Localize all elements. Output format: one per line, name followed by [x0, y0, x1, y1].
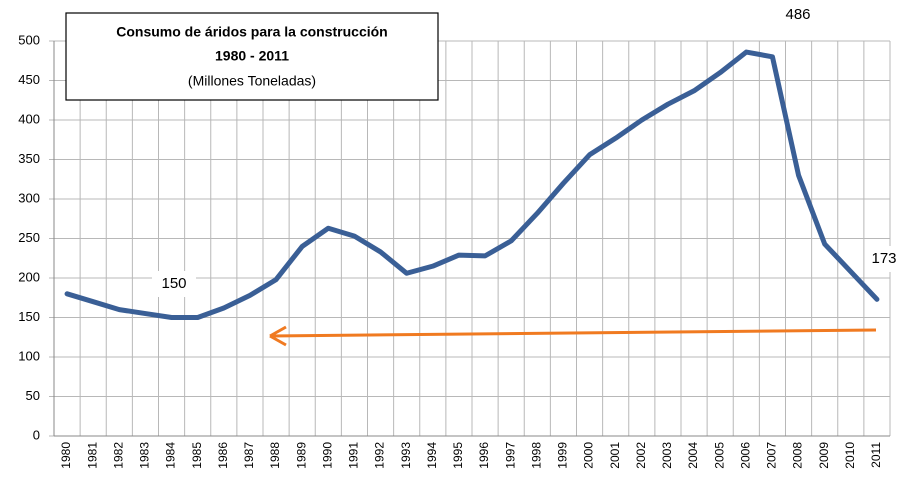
units-label: (Millones Toneladas) [188, 73, 316, 89]
annotation: 486 [785, 6, 810, 23]
title-box [65, 12, 439, 101]
arrow-head [269, 325, 287, 347]
x-tick-label: 1984 [164, 442, 178, 469]
x-tick-label: 2004 [686, 442, 700, 469]
x-tick-label: 1982 [111, 442, 125, 469]
x-tick-label: 1988 [268, 442, 282, 469]
y-tick-label: 400 [18, 111, 40, 126]
x-tick-label: 1985 [190, 442, 204, 469]
arrow [269, 328, 877, 338]
x-tick-label: 1993 [399, 442, 413, 469]
x-tick-label: 2007 [765, 442, 779, 469]
x-tick-label: 1990 [320, 442, 334, 469]
x-tick-label: 1995 [451, 442, 465, 469]
x-tick-label: 1997 [503, 442, 517, 469]
y-tick-label: 100 [18, 348, 40, 363]
annotation: 173 [871, 250, 896, 267]
x-tick-label: 1987 [242, 442, 256, 469]
x-tick-label: 1992 [373, 442, 387, 469]
x-tick-label: 2005 [712, 442, 726, 469]
y-tick-label: 500 [18, 32, 40, 47]
y-tick-label: 450 [18, 72, 40, 87]
x-tick-label: 2011 [869, 442, 883, 468]
x-tick-label: 2008 [791, 442, 805, 469]
x-tick-label: 1996 [477, 442, 491, 469]
x-tick-label: 2010 [843, 442, 857, 469]
data-line [64, 49, 880, 320]
x-tick-label: 1981 [85, 442, 99, 469]
y-tick-label: 50 [26, 388, 40, 403]
x-tick-label: 2006 [738, 442, 752, 469]
x-tick-label: 1986 [216, 442, 230, 469]
x-tick-label: 2009 [817, 442, 831, 469]
x-tick-label: 1983 [138, 442, 152, 469]
annotation-box [865, 246, 903, 272]
annotation: 150 [161, 275, 186, 292]
y-tick-label: 150 [18, 309, 40, 324]
y-tick-label: 350 [18, 151, 40, 166]
x-tick-label: 1989 [294, 442, 308, 469]
y-tick-label: 300 [18, 190, 40, 205]
x-tick-label: 2003 [660, 442, 674, 469]
x-tick-label: 2000 [582, 442, 596, 469]
x-tick-label: 1999 [556, 442, 570, 469]
y-tick-label: 200 [18, 269, 40, 284]
annotation-box [152, 271, 196, 297]
annotation-box [776, 2, 820, 28]
y-tick-label: 0 [33, 427, 40, 442]
x-tick-label: 1994 [425, 442, 439, 469]
chart-subtitle: 1980 - 2011 [215, 48, 289, 64]
x-tick-label: 1998 [529, 442, 543, 469]
y-tick-label: 250 [18, 230, 40, 245]
x-tick-label: 2002 [634, 442, 648, 469]
x-tick-label: 1980 [59, 442, 73, 469]
x-tick-label: 2001 [608, 442, 622, 469]
x-tick-label: 1991 [347, 442, 361, 469]
chart-title: Consumo de áridos para la construcción [116, 24, 388, 40]
